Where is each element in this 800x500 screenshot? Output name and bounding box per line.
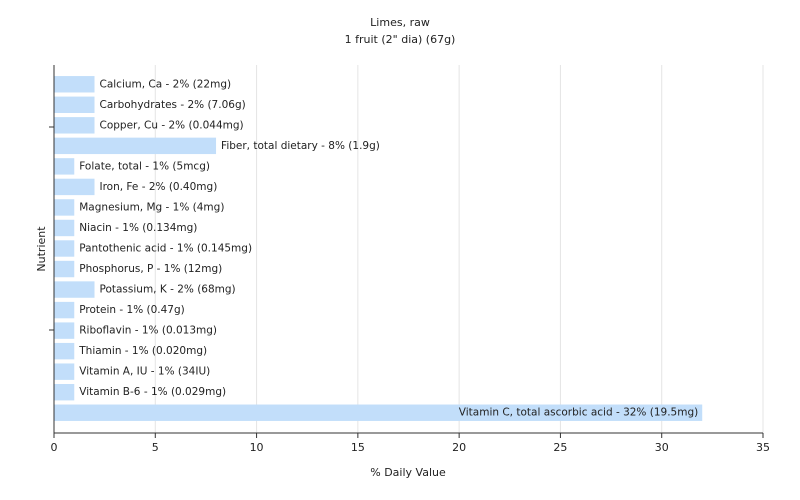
y-axis-title: Nutrient xyxy=(35,226,48,272)
data-label: Phosphorus, P - 1% (12mg) xyxy=(79,263,222,275)
data-label: Protein - 1% (0.47g) xyxy=(79,304,185,316)
data-label: Vitamin B-6 - 1% (0.029mg) xyxy=(79,386,226,398)
bar xyxy=(54,404,703,421)
chart-title: Limes, raw xyxy=(370,16,430,29)
x-tick-label: 5 xyxy=(152,441,159,454)
x-tick-label: 30 xyxy=(655,441,669,454)
bar xyxy=(54,178,95,196)
bar xyxy=(54,342,75,360)
bar xyxy=(54,281,95,298)
bar xyxy=(54,137,217,155)
bar xyxy=(54,301,75,319)
data-label: Potassium, K - 2% (68mg) xyxy=(100,284,236,296)
bar xyxy=(54,199,75,216)
data-label: Calcium, Ca - 2% (22mg) xyxy=(100,78,232,90)
bar xyxy=(54,117,95,134)
x-tick-label: 20 xyxy=(452,441,466,454)
data-label: Vitamin C, total ascorbic acid - 32% (19… xyxy=(459,407,698,419)
x-axis-title: % Daily Value xyxy=(370,466,446,479)
bar xyxy=(54,322,75,339)
data-label: Iron, Fe - 2% (0.40mg) xyxy=(100,181,218,193)
data-label: Riboflavin - 1% (0.013mg) xyxy=(79,325,217,337)
data-label: Copper, Cu - 2% (0.044mg) xyxy=(100,119,244,131)
data-label: Folate, total - 1% (5mcg) xyxy=(79,160,210,172)
bar xyxy=(54,96,95,114)
data-label: Pantothenic acid - 1% (0.145mg) xyxy=(79,243,252,255)
data-label: Thiamin - 1% (0.020mg) xyxy=(78,345,207,357)
bar xyxy=(54,76,95,93)
data-label: Vitamin A, IU - 1% (34IU) xyxy=(79,366,210,378)
chart-subtitle: 1 fruit (2" dia) (67g) xyxy=(345,33,456,46)
x-tick-label: 10 xyxy=(250,441,264,454)
x-tick-label: 35 xyxy=(756,441,770,454)
x-tick-label: 0 xyxy=(51,441,58,454)
bar xyxy=(54,383,75,401)
data-label: Niacin - 1% (0.134mg) xyxy=(79,222,197,234)
x-tick-label: 25 xyxy=(553,441,567,454)
bar xyxy=(54,158,75,175)
bar xyxy=(54,219,75,237)
data-label: Magnesium, Mg - 1% (4mg) xyxy=(79,201,224,213)
bar xyxy=(54,260,75,278)
bar xyxy=(54,240,75,257)
x-tick-label: 15 xyxy=(351,441,365,454)
bar xyxy=(54,363,75,380)
data-label: Fiber, total dietary - 8% (1.9g) xyxy=(221,140,380,152)
data-label: Carbohydrates - 2% (7.06g) xyxy=(100,99,246,111)
